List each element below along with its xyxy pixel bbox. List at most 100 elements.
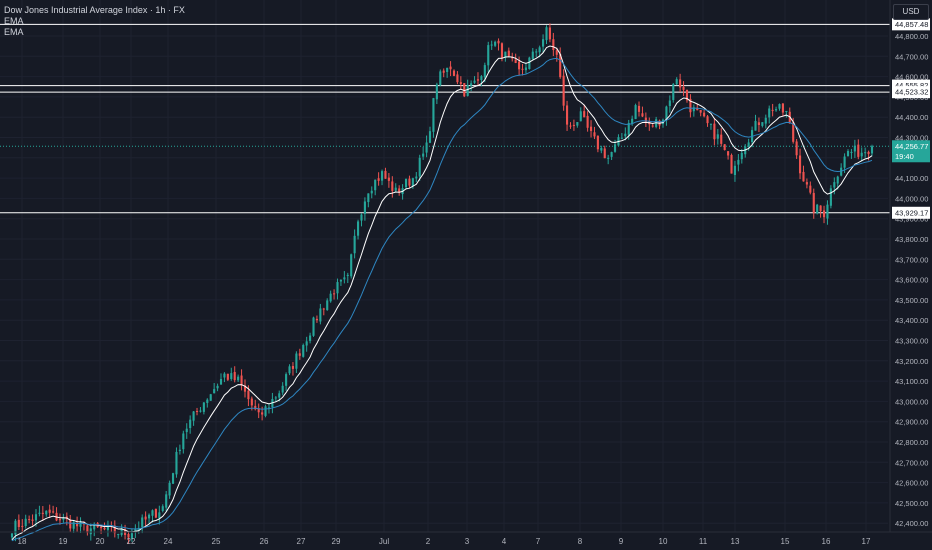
candle-body	[795, 141, 798, 156]
candle-body	[466, 84, 469, 96]
candle-body	[703, 112, 706, 117]
candle-body	[206, 399, 209, 404]
candle-body	[771, 109, 774, 111]
candle-body	[171, 473, 175, 484]
candle-body	[675, 79, 678, 85]
time-tick-label: 27	[297, 537, 306, 546]
candle-body	[233, 372, 236, 381]
candle-body	[428, 131, 432, 143]
candle-body	[637, 105, 641, 112]
candle-body	[418, 157, 421, 177]
candle-body	[562, 75, 565, 106]
candle-body	[812, 192, 815, 213]
price-tick-label: 44,000.00	[895, 194, 928, 203]
candle-body	[326, 300, 329, 310]
price-tick-label: 42,700.00	[895, 458, 928, 467]
price-tick-label: 44,300.00	[895, 134, 928, 143]
candle-body	[312, 317, 315, 336]
price-tick-label: 43,000.00	[895, 397, 928, 406]
candle-body	[747, 142, 750, 147]
candle-body	[596, 135, 599, 150]
candle-body	[439, 71, 442, 86]
candle-body	[377, 178, 380, 181]
candle-body	[867, 151, 870, 155]
candle-body	[699, 110, 702, 113]
candle-body	[93, 523, 96, 530]
level-badge-text: 44,555.82	[895, 81, 928, 90]
candle-body	[528, 57, 531, 70]
candle-body	[627, 122, 630, 135]
candle-body	[757, 122, 760, 126]
candle-body	[141, 517, 144, 527]
candle-body	[665, 106, 668, 120]
candle-body	[490, 44, 493, 46]
candle-body	[185, 428, 188, 433]
candle-body	[463, 83, 466, 97]
ema-indicator-2[interactable]: EMA	[4, 27, 24, 37]
candle-body	[624, 133, 627, 137]
candle-body	[723, 144, 726, 150]
price-tick-label: 44,700.00	[895, 52, 928, 61]
candle-body	[572, 124, 575, 126]
candle-body	[298, 353, 301, 356]
candle-body	[521, 68, 524, 70]
candle-body	[860, 152, 863, 157]
time-tick-label: 15	[781, 537, 790, 546]
candle-body	[288, 366, 291, 374]
price-tick-label: 42,800.00	[895, 438, 928, 447]
candle-body	[559, 54, 562, 78]
price-tick-label: 42,400.00	[895, 519, 928, 528]
price-tick-label: 44,800.00	[895, 32, 928, 41]
candle-body	[610, 152, 613, 157]
candle-body	[822, 210, 826, 218]
candle-body	[363, 201, 366, 214]
price-tick-label: 43,200.00	[895, 357, 928, 366]
candle-body	[24, 518, 27, 527]
price-tick-label: 43,900.00	[895, 215, 928, 224]
time-tick-label: 2	[426, 537, 431, 546]
time-axis[interactable]: 18 19 20 22 24 25 26 27 29 Jul 2 3 4 7 8 9 10 11 13 15 16 17	[18, 537, 871, 546]
candle-body	[709, 123, 713, 125]
candle-body	[339, 279, 342, 282]
candle-body	[843, 156, 846, 168]
candle-body	[600, 147, 603, 151]
candle-body	[494, 41, 497, 46]
candle-body	[483, 65, 486, 78]
candle-body	[168, 482, 171, 496]
currency-button[interactable]: USD	[893, 4, 929, 20]
candle-body	[264, 406, 267, 416]
candle-body	[720, 134, 723, 144]
candle-body	[476, 79, 480, 81]
candles	[10, 23, 874, 545]
candle-body	[432, 98, 435, 132]
candle-body	[452, 70, 456, 76]
candle-body	[446, 67, 449, 72]
candle-body	[329, 293, 332, 302]
candle-body	[607, 157, 610, 159]
candle-body	[154, 508, 157, 518]
candle-body	[356, 221, 360, 236]
price-tick-label: 44,600.00	[895, 73, 928, 82]
horizontal-levels	[0, 23, 890, 214]
candle-body	[219, 379, 223, 385]
candle-body	[353, 235, 356, 254]
candle-body	[538, 47, 541, 53]
candle-body	[740, 152, 743, 160]
ema-indicator-1[interactable]: EMA	[4, 16, 24, 26]
candle-body	[230, 373, 233, 380]
ema-fast-line	[11, 45, 873, 541]
candle-body	[274, 397, 277, 399]
candle-body	[199, 410, 202, 412]
candle-body	[792, 122, 795, 142]
candle-body	[620, 137, 623, 139]
level-badge	[892, 18, 930, 31]
candle-body	[798, 155, 802, 174]
price-tick-label: 42,900.00	[895, 418, 928, 427]
candle-body	[672, 84, 675, 100]
symbol-title[interactable]: Dow Jones Industrial Average Index · 1h …	[4, 5, 185, 15]
candle-body	[158, 512, 161, 519]
candle-body	[336, 282, 339, 294]
candle-body	[48, 509, 51, 513]
